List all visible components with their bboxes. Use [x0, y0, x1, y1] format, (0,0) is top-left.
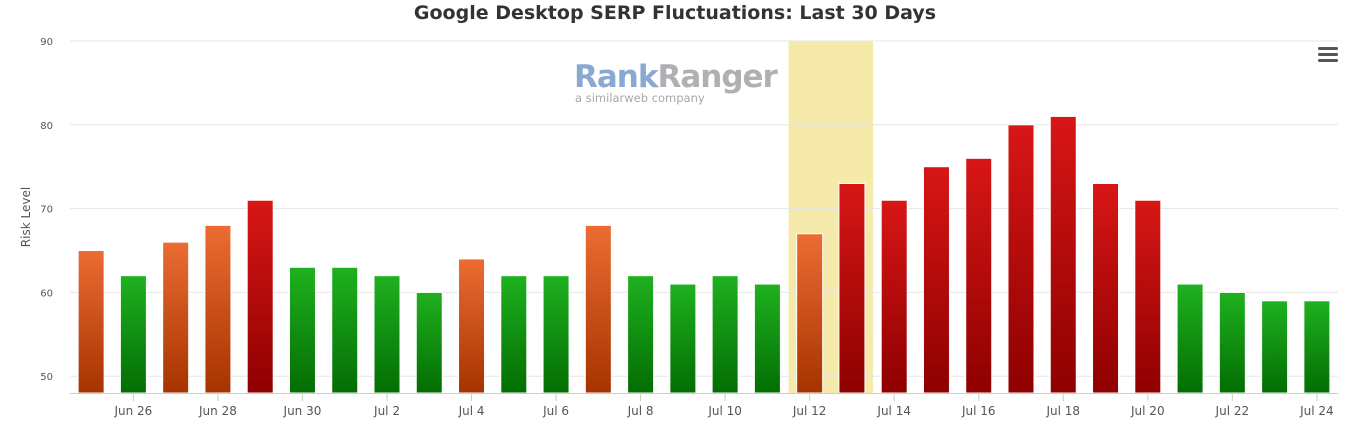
bar-jun-27 [162, 241, 190, 394]
y-axis-title: Risk Level [19, 187, 33, 247]
bar-jul-22 [1218, 291, 1246, 394]
logo-name-part1: Rank [574, 59, 658, 95]
bar-jun-25 [77, 250, 105, 394]
hamburger-menu-icon[interactable] [1316, 45, 1340, 65]
axis-layer [70, 393, 1338, 401]
bar-jun-28 [204, 224, 232, 394]
bar-jul-21 [1176, 283, 1204, 394]
x-tick-label: Jul 24 [1299, 404, 1334, 418]
bar-jul-6 [542, 275, 570, 394]
bar-jul-10 [711, 275, 739, 394]
x-tick-label: Jun 28 [198, 404, 237, 418]
bar-jul-24 [1303, 300, 1331, 394]
x-tick-label: Jul 10 [707, 404, 742, 418]
bar-jul-11 [753, 283, 781, 394]
logo-name: RankRanger [574, 59, 778, 95]
x-tick-label: Jul 4 [458, 404, 485, 418]
x-tick-label: Jul 20 [1130, 404, 1165, 418]
bar-jul-19 [1092, 182, 1120, 394]
rankranger-logo: RankRanger a similarweb company [574, 59, 778, 105]
logo-tagline: a similarweb company [575, 91, 705, 105]
x-tick-label: Jul 22 [1215, 404, 1250, 418]
x-tick-label: Jul 14 [876, 404, 911, 418]
bar-jul-15 [922, 166, 950, 394]
bar-jul-9 [669, 283, 697, 394]
bar-jun-30 [288, 266, 316, 394]
bar-jul-3 [415, 291, 443, 394]
bar-jul-16 [965, 157, 993, 394]
grid-layer [70, 40, 1338, 377]
bar-jul-1 [331, 266, 359, 394]
bar-jul-8 [627, 275, 655, 394]
bar-layer [77, 115, 1331, 394]
x-tick-label: Jul 16 [961, 404, 996, 418]
x-tick-label: Jul 6 [542, 404, 569, 418]
x-tick-label: Jul 2 [373, 404, 400, 418]
bar-jul-20 [1134, 199, 1162, 394]
bar-jul-12 [796, 233, 824, 394]
x-tick-label: Jul 18 [1045, 404, 1080, 418]
bar-jul-5 [500, 275, 528, 394]
x-tick-label: Jul 12 [792, 404, 827, 418]
menu-bar [1318, 47, 1338, 50]
label-layer: 50 60 70 80 90 Risk Level Jun 26 Jun 28 Jun 30 Ju… [19, 37, 1334, 418]
menu-bar [1318, 53, 1338, 56]
logo-name-part2: Ranger [657, 59, 777, 95]
bar-jul-18 [1049, 115, 1077, 394]
x-tick-label: Jun 26 [113, 404, 152, 418]
bar-jul-23 [1261, 300, 1289, 394]
bar-jul-2 [373, 275, 401, 394]
chart-title: Google Desktop SERP Fluctuations: Last 3… [413, 2, 937, 24]
bar-jul-13 [838, 182, 866, 394]
y-tick-label: 60 [40, 288, 53, 299]
x-tick-label: Jun 30 [283, 404, 322, 418]
x-tick-label: Jul 8 [627, 404, 654, 418]
bar-jul-7 [584, 224, 612, 394]
y-tick-label: 90 [40, 37, 53, 48]
y-tick-label: 70 [40, 205, 53, 216]
bar-jul-17 [1007, 124, 1035, 394]
y-tick-label: 50 [40, 372, 53, 383]
bar-jul-14 [880, 199, 908, 394]
bar-jun-26 [119, 275, 147, 394]
y-tick-label: 80 [40, 121, 53, 132]
bar-jul-4 [458, 258, 486, 394]
menu-bar [1318, 59, 1338, 62]
bar-jun-29 [246, 199, 274, 394]
